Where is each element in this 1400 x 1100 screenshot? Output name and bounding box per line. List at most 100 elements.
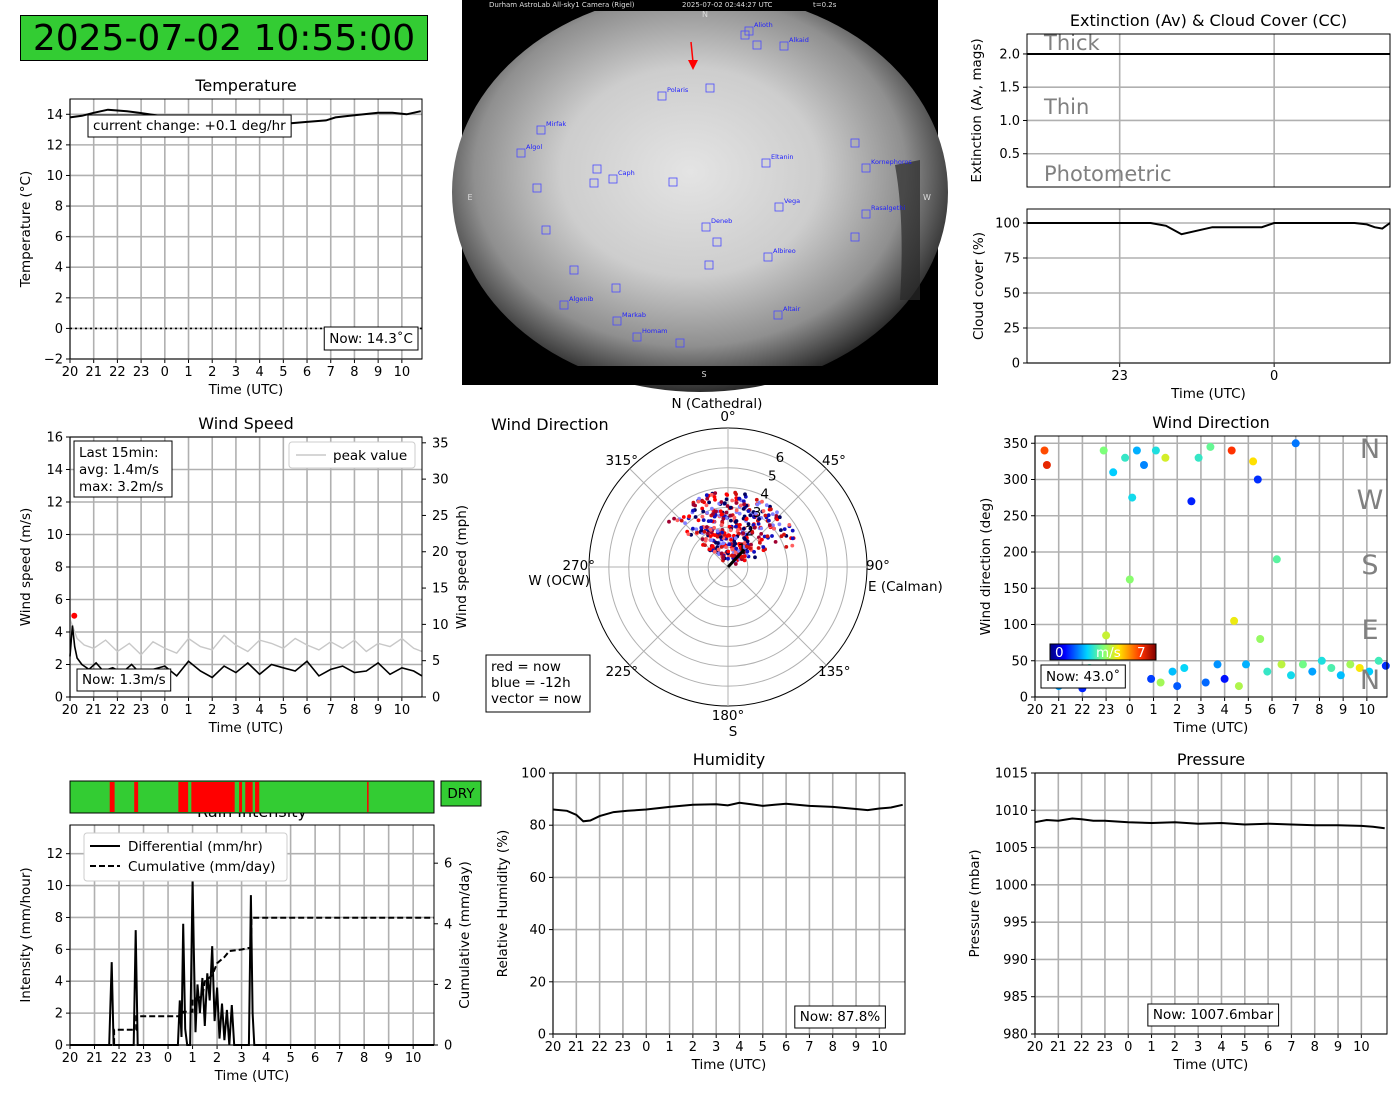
y-tick-label: 0 — [55, 1039, 63, 1054]
wind-sample-point — [730, 547, 735, 552]
wind-speed-line — [69, 625, 423, 679]
direction-label: 0° — [720, 409, 735, 425]
y-tick-label: 300 — [1003, 473, 1028, 488]
camera-header-exposure: t=0.2s — [813, 1, 837, 9]
wind-sample-point — [756, 522, 761, 526]
y-right-tick-label: 2 — [444, 978, 452, 993]
y-axis-label: Temperature (°C) — [18, 171, 34, 289]
humidity-line — [552, 801, 903, 823]
wind-sample-point — [699, 528, 704, 533]
wind-direction-point — [1327, 664, 1336, 672]
x-tick-label: 2 — [689, 1040, 697, 1055]
wind-sample-point — [770, 534, 774, 538]
plot-frame — [69, 436, 423, 698]
y-tick-label: 200 — [1003, 546, 1028, 561]
wind-direction-point — [1147, 674, 1156, 683]
wind-sample-point — [700, 506, 705, 511]
wind-direction-point — [1187, 497, 1196, 506]
wind-direction-point — [1256, 635, 1265, 643]
wind-direction-point — [1040, 446, 1049, 455]
legend-frame — [288, 441, 416, 469]
direction-label: 270° — [562, 558, 595, 574]
x-axis-label: Time (UTC) — [214, 1068, 290, 1084]
compass-label: W — [1357, 485, 1384, 516]
bottom-mask — [462, 366, 938, 385]
wind-direction-point — [1125, 575, 1134, 584]
cardinal-label: N — [702, 10, 708, 19]
dry-status-label: DRY — [447, 786, 475, 802]
y-tick-label: 4 — [55, 626, 63, 641]
plot-frame — [1026, 33, 1391, 188]
y-tick-label: 4 — [55, 261, 63, 276]
wind-sample-point — [724, 516, 729, 520]
compass-label: E — [1361, 615, 1378, 646]
y-right-tick-label: 4 — [444, 917, 452, 932]
plot-frame — [1034, 772, 1388, 1035]
horizon-silhouette — [895, 160, 920, 300]
now-value-label: Now: 43.0˚ — [1046, 668, 1120, 685]
x-tick-label: 5 — [286, 1051, 294, 1066]
x-tick-label: 8 — [350, 703, 358, 718]
x-tick-label: 8 — [1311, 1040, 1319, 1055]
y-right-tick-label: 0 — [432, 691, 440, 706]
polar-legend-line: vector = now — [491, 691, 582, 707]
x-tick-label: 1 — [1149, 703, 1157, 718]
wind-sample-point — [723, 501, 727, 506]
wind-sample-point — [734, 492, 738, 497]
wind-sample-point — [743, 492, 747, 497]
plot-background — [1027, 34, 1390, 187]
wind-sample-point — [710, 506, 714, 511]
x-tick-label: 4 — [1220, 703, 1228, 718]
wind-sample-point — [716, 547, 721, 552]
x-tick-label: 7 — [335, 1051, 343, 1066]
radial-tick-label: 5 — [768, 468, 777, 484]
y-tick-label: 1000 — [995, 878, 1028, 893]
x-tick-label: 10 — [1353, 1040, 1370, 1055]
wind-direction-point — [1128, 493, 1137, 502]
polar-legend-frame — [485, 654, 591, 713]
wind-sample-point — [714, 509, 718, 514]
x-tick-label: 0 — [1124, 1040, 1132, 1055]
cloud_cover-chart: 23 0 0 25 50 75 100 Time (UTC) Cloud cover (%) — [971, 208, 1391, 402]
wind-sample-point — [691, 508, 695, 513]
wind-direction-point — [1140, 461, 1148, 469]
x-tick-label: 9 — [1339, 703, 1347, 718]
wind-sample-point — [730, 553, 734, 558]
chart-title: Wind Speed — [198, 414, 293, 433]
wind-direction-point — [1291, 439, 1300, 448]
wind-sample-point — [721, 556, 725, 560]
x-tick-label: 21 — [86, 1051, 103, 1066]
x-tick-label: 22 — [111, 1051, 128, 1066]
y-tick-label: 250 — [1003, 509, 1028, 524]
stats-line: max: 3.2m/s — [79, 479, 163, 495]
wind-sample-point — [675, 518, 680, 523]
x-tick-label: 6 — [303, 365, 311, 380]
x-tick-label: 7 — [327, 365, 335, 380]
wind-sample-point — [667, 519, 671, 524]
wind-sample-point — [773, 540, 778, 544]
y-tick-label: 50 — [1003, 287, 1020, 302]
y-tick-label: 6 — [55, 593, 63, 608]
x-tick-label: 8 — [829, 1040, 837, 1055]
x-tick-label: 8 — [360, 1051, 368, 1066]
rain-period-bar — [195, 782, 235, 812]
wind-sample-point — [782, 527, 787, 531]
wind-sample-point — [724, 545, 728, 549]
star-label: Alioth — [754, 21, 773, 29]
wind-sample-point — [672, 516, 676, 521]
current-change-annotation: current change: +0.1 deg/hr — [93, 118, 286, 134]
star-marker — [861, 209, 871, 219]
wind-direction-point — [1381, 661, 1390, 670]
wind-sample-point — [709, 492, 714, 497]
y-tick-label: 50 — [1011, 654, 1028, 669]
wind-sample-point — [681, 515, 686, 519]
plot-frame — [69, 824, 435, 1046]
wind-sample-point — [728, 505, 733, 510]
wind-direction-point — [1355, 664, 1364, 672]
wind-sample-point — [722, 533, 727, 537]
x-tick-label: 2 — [213, 1051, 221, 1066]
wind-sample-point — [763, 513, 768, 518]
wind-sample-point — [691, 526, 695, 531]
dry-status-badge — [440, 780, 482, 807]
x-tick-label: 5 — [1244, 703, 1252, 718]
